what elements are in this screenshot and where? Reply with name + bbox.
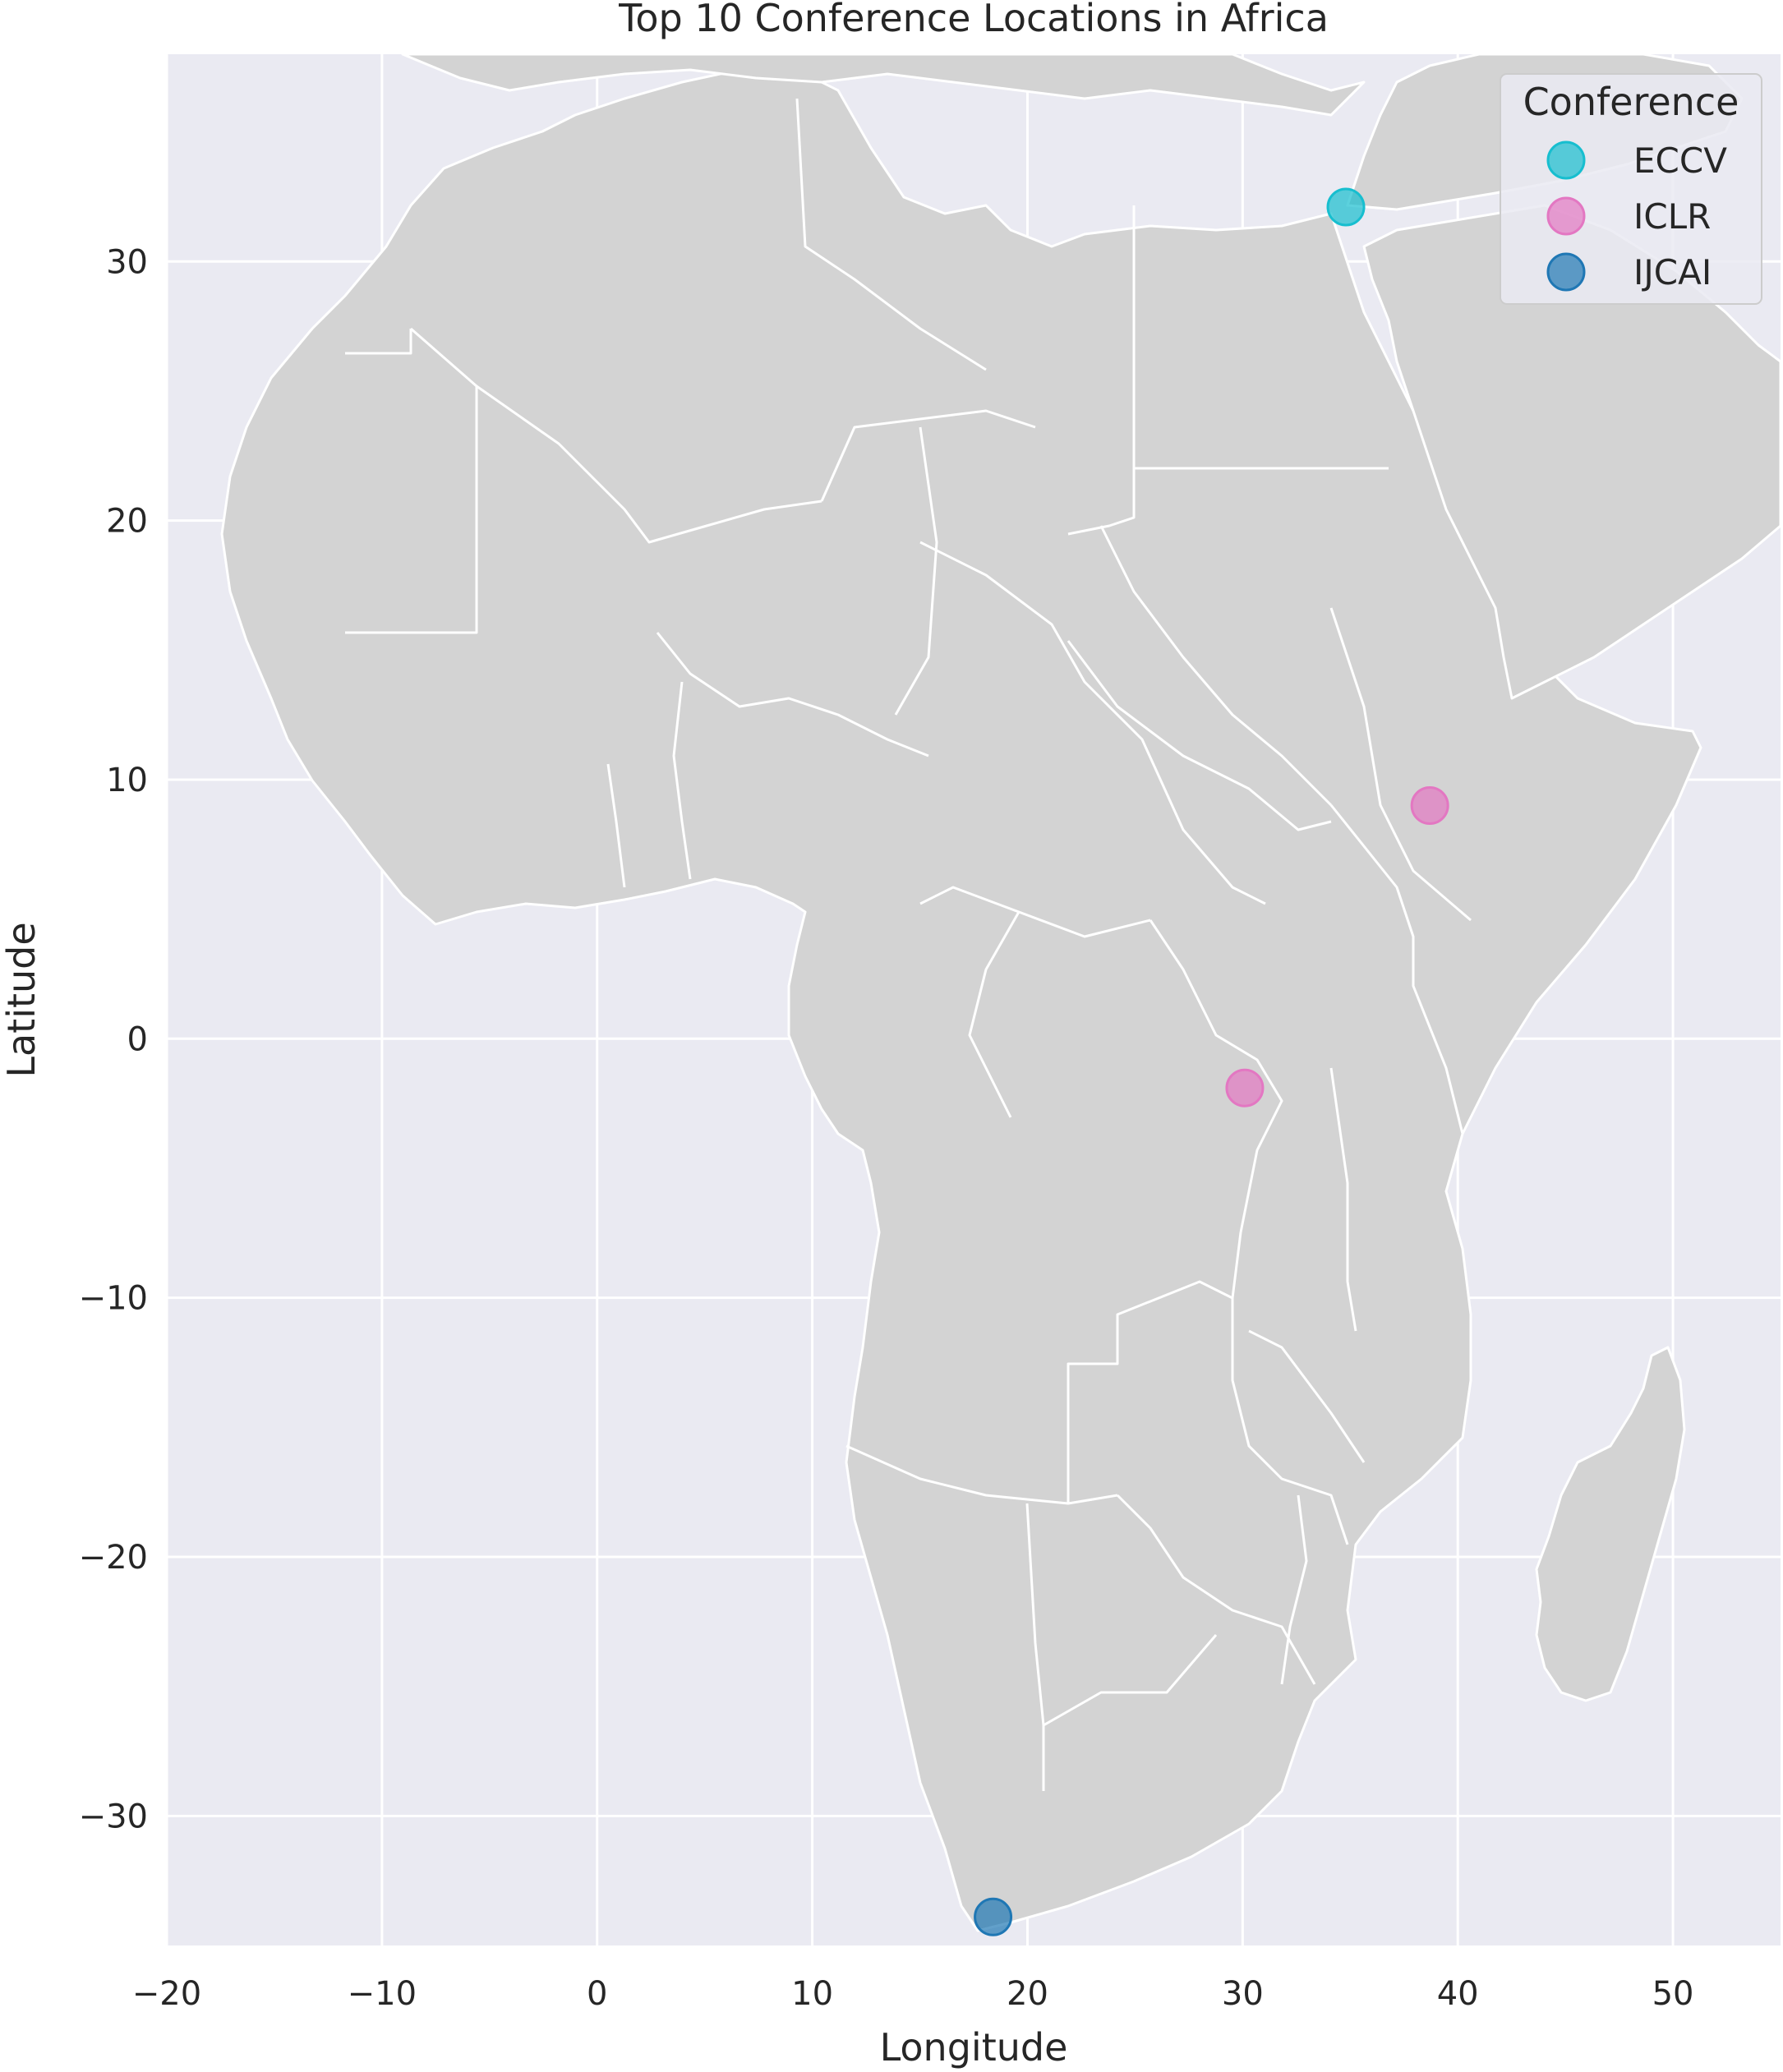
- y-tick-label: 0: [127, 1020, 148, 1058]
- point-iclr: [1225, 1068, 1265, 1107]
- x-tick-label: −10: [348, 1975, 417, 2013]
- point-iclr: [1410, 785, 1449, 825]
- x-tick-label: 30: [1222, 1975, 1264, 2013]
- legend-title: Conference: [1523, 80, 1739, 124]
- y-axis-label: Latitude: [0, 922, 44, 1077]
- y-tick-label: 20: [106, 503, 148, 541]
- x-tick-label: 10: [791, 1975, 833, 2013]
- x-tick-label: 50: [1652, 1975, 1694, 2013]
- africa-landmass: [220, 64, 1702, 1932]
- x-tick-label: 40: [1437, 1975, 1479, 2013]
- europe-landmass: [401, 54, 1366, 117]
- legend-label-eccv: ECCV: [1633, 140, 1727, 181]
- y-axis-ticks: −30 −20 −10 0 10 20 30: [79, 243, 148, 1835]
- conference-points: [974, 187, 1449, 1936]
- legend-entries: ECCV ICLR IJCAI: [1546, 140, 1727, 292]
- legend-marker-eccv: [1546, 140, 1586, 180]
- x-axis-label: Longitude: [880, 2025, 1068, 2070]
- country-borders: [345, 98, 1472, 1791]
- madagascar-landmass: [1535, 1346, 1686, 1702]
- x-axis-ticks: −20 −10 0 10 20 30 40 50: [132, 1975, 1694, 2013]
- chart-title: Top 10 Conference Locations in Africa: [618, 0, 1329, 40]
- legend-marker-iclr: [1546, 196, 1586, 236]
- x-tick-label: 20: [1007, 1975, 1048, 2013]
- point-eccv: [1326, 187, 1366, 227]
- x-tick-label: 0: [587, 1975, 607, 2013]
- y-tick-label: −20: [79, 1539, 148, 1577]
- legend-label-iclr: ICLR: [1633, 196, 1711, 237]
- y-tick-label: 30: [106, 243, 148, 281]
- legend-label-ijcai: IJCAI: [1633, 252, 1712, 292]
- y-tick-label: −10: [79, 1280, 148, 1318]
- y-tick-label: −30: [79, 1798, 148, 1835]
- legend: Conference ECCV ICLR IJCAI: [1500, 73, 1762, 305]
- y-tick-label: 10: [106, 762, 148, 799]
- legend-box: [1500, 73, 1762, 305]
- legend-marker-ijcai: [1546, 252, 1586, 292]
- point-ijcai: [974, 1897, 1013, 1936]
- x-tick-label: −20: [132, 1975, 201, 2013]
